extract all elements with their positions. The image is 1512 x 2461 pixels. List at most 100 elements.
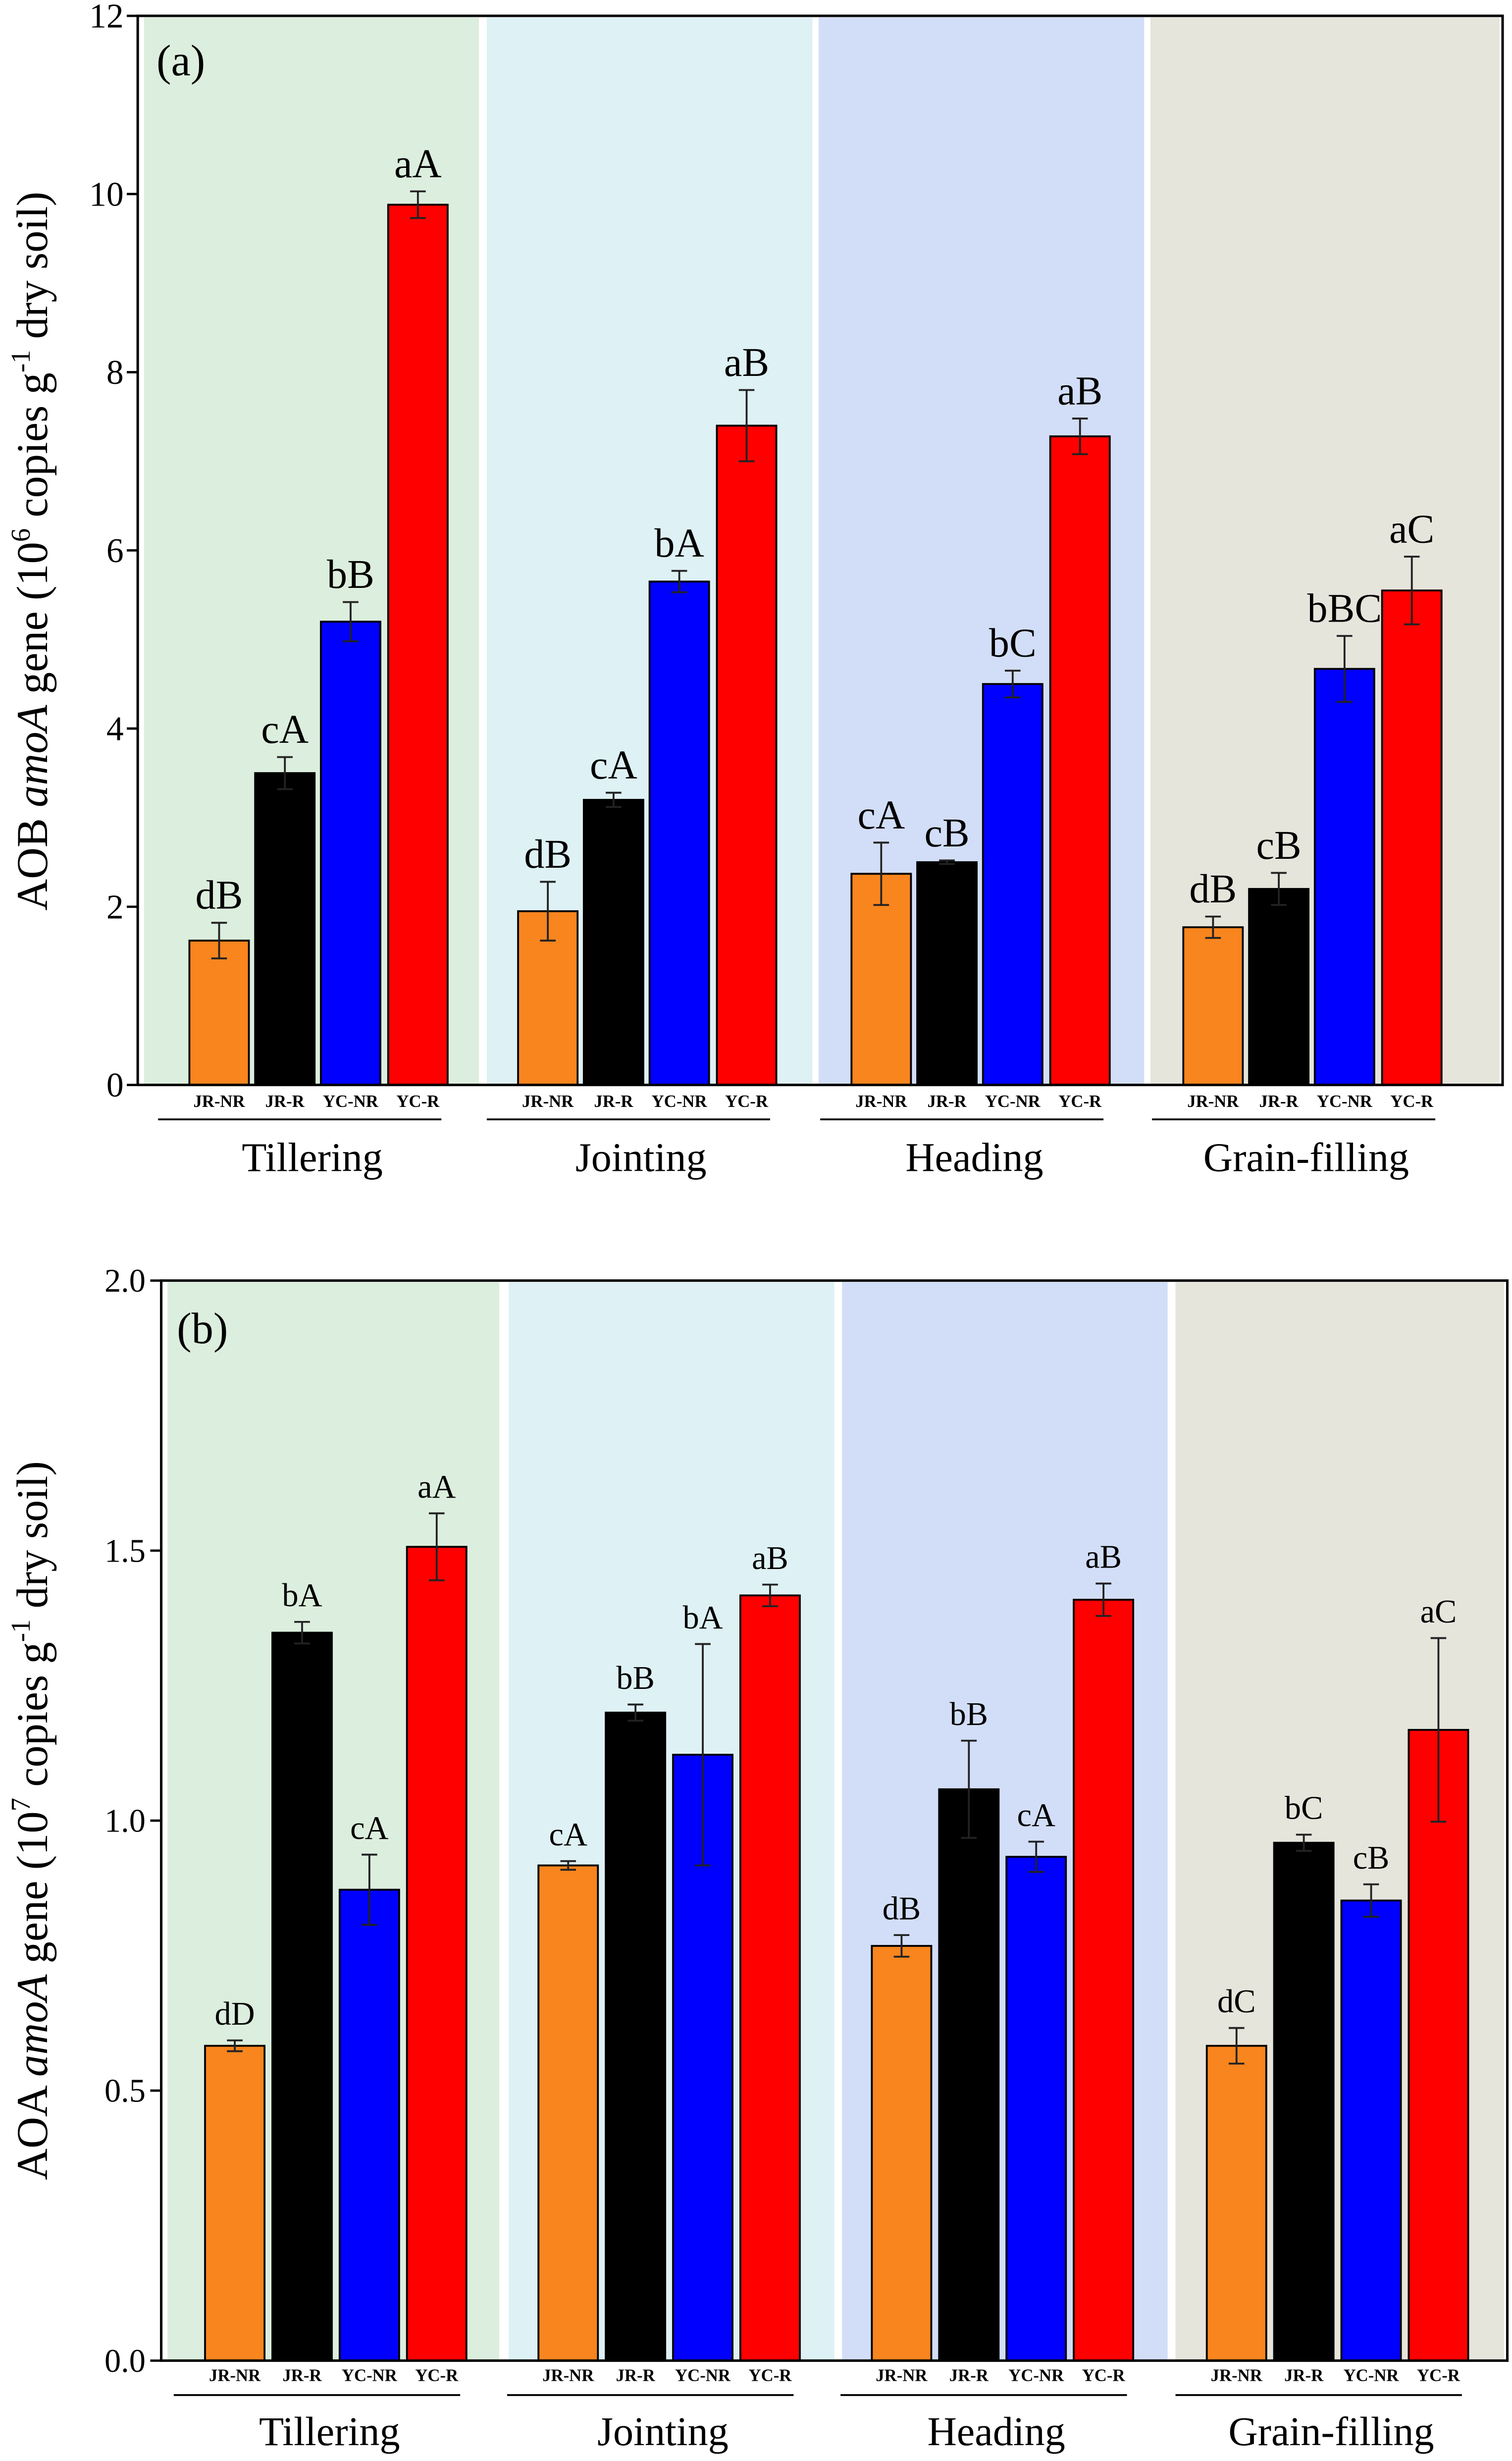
y-axis-title-pre: AOB [8,807,57,911]
bar-jointing-yc-r [716,424,778,1086]
treatment-label-grain-filling-yc-nr: YC-NR [1317,1092,1373,1111]
treatment-label-heading-jr-nr: JR-NR [855,1092,907,1111]
panel-label: (b) [177,1305,228,1353]
significance-label-heading-jr-r: bB [950,1696,988,1732]
y-axis-title-italic: amoA [8,1974,57,2077]
bar-tillering-jr-nr [204,2044,266,2362]
significance-label-heading-jr-r: cB [924,810,969,855]
y-tick-label: 0.5 [104,2073,146,2109]
y-tick-label: 12 [89,0,124,36]
significance-label-jointing-jr-nr: dB [524,832,572,877]
error-bar-heading-yc-nr [1028,1840,1044,1873]
error-bar-heading-yc-r [1072,418,1088,455]
stage-label-tillering: Tillering [259,2409,400,2454]
significance-label-tillering-yc-nr: cA [350,1810,388,1846]
significance-label-tillering-yc-nr: bB [327,552,374,597]
bar-heading-jr-nr [871,1945,933,2362]
y-axis-title-post: dry soil) [8,1461,57,1620]
error-bar-jointing-jr-r [627,1703,643,1722]
treatment-label-heading-yc-nr: YC-NR [985,1092,1041,1111]
treatment-label-grain-filling-jr-nr: JR-NR [1211,2365,1263,2385]
y-axis-title-sup2: -1 [5,1620,36,1642]
bar-tillering-jr-nr [188,940,250,1086]
plot-frame [136,14,1504,1087]
y-tick-label: 0.0 [104,2343,146,2379]
error-bar-tillering-jr-r [277,756,293,790]
panel-label: (a) [156,37,205,85]
significance-label-grain-filling-jr-nr: dC [1217,1984,1255,2020]
error-bar-heading-jr-nr [893,1934,910,1958]
error-bar-grain-filling-yc-r [1404,555,1420,626]
treatment-label-jointing-jr-r: JR-R [616,2365,656,2385]
y-tick-label: 10 [89,175,124,213]
significance-label-grain-filling-jr-nr: dB [1189,866,1237,911]
panel-a: 0 2 4 6 8 10 12 dB JR-NR dB JR-NR cA JR-NR dB JR-NR cA J… [5,0,1504,1180]
treatment-label-jointing-jr-r: JR-R [594,1092,633,1111]
y-axis-title: AOA amoA gene (107 copies g-1 dry soil) [5,1461,57,2180]
error-bar-tillering-jr-r [294,1621,310,1645]
bar-grain-filling-yc-r [1381,589,1443,1086]
y-axis-title-mid2: copies g [8,1642,57,1798]
significance-label-tillering-yc-r: aA [394,141,442,186]
y-tick-label: 1.0 [104,1803,146,1839]
error-bar-jointing-jr-r [606,791,622,808]
bar-jointing-jr-r [605,1712,667,2362]
y-tick-label: 2.0 [104,1263,146,1299]
error-bar-jointing-jr-nr [540,881,556,942]
stage-label-jointing: Jointing [575,1135,707,1180]
significance-label-tillering-jr-r: bA [282,1577,322,1614]
treatment-label-grain-filling-yc-nr: YC-NR [1344,2365,1400,2385]
significance-label-heading-yc-nr: bC [989,621,1037,666]
treatment-label-heading-jr-r: JR-R [949,2365,989,2385]
significance-label-jointing-yc-nr: bA [654,521,704,566]
significance-label-tillering-yc-r: aA [417,1469,456,1505]
y-axis-title-italic: amoA [8,704,57,807]
bar-jointing-jr-nr [537,1864,599,2362]
error-bar-grain-filling-jr-nr [1228,2027,1245,2065]
y-axis-title-pre: AOA [8,2077,57,2180]
error-bar-grain-filling-jr-r [1271,872,1287,906]
error-bar-heading-jr-nr [873,841,889,906]
significance-label-tillering-jr-nr: dB [196,873,243,918]
error-bar-tillering-yc-nr [343,601,359,642]
error-bar-heading-jr-r [961,1739,977,1839]
error-bar-jointing-yc-nr [695,1643,711,1867]
y-tick-label: 2 [106,888,124,926]
bar-heading-jr-r [938,1788,1000,2362]
significance-label-jointing-jr-nr: cA [549,1817,587,1853]
significance-label-jointing-jr-r: bB [616,1660,654,1696]
significance-label-heading-yc-r: aB [1085,1539,1122,1575]
treatment-label-heading-yc-r: YC-R [1058,1092,1102,1111]
significance-label-jointing-yc-r: aB [724,340,769,385]
error-bar-grain-filling-yc-nr [1337,635,1353,703]
bar-heading-jr-r [916,861,978,1086]
significance-label-tillering-jr-r: cA [261,707,309,752]
bar-jointing-jr-r [582,799,644,1086]
treatment-label-jointing-yc-r: YC-R [725,1092,769,1111]
significance-label-grain-filling-yc-nr: bBC [1307,586,1382,631]
bar-tillering-yc-r [387,204,449,1086]
error-bar-grain-filling-jr-nr [1205,915,1221,939]
treatment-label-heading-jr-r: JR-R [928,1092,967,1111]
y-tick-label: 6 [106,532,124,570]
significance-label-heading-yc-r: aB [1057,368,1102,414]
treatment-label-tillering-yc-r: YC-R [415,2365,459,2385]
significance-label-grain-filling-yc-r: aC [1389,506,1434,551]
error-bar-tillering-yc-r [410,190,426,219]
stage-label-tillering: Tillering [242,1135,383,1180]
treatment-label-grain-filling-jr-r: JR-R [1284,2365,1324,2385]
bar-grain-filling-jr-r [1273,1841,1335,2362]
stage-label-jointing: Jointing [597,2409,729,2454]
treatment-label-jointing-jr-nr: JR-NR [522,1092,574,1111]
error-bar-jointing-yc-r [738,389,755,463]
bar-grain-filling-yc-nr [1340,1899,1402,2362]
y-axis-title-sup2: -1 [5,350,36,372]
treatment-label-tillering-yc-r: YC-R [396,1092,440,1111]
bar-grain-filling-jr-nr [1205,2044,1267,2362]
treatment-label-tillering-jr-nr: JR-NR [193,1092,245,1111]
error-bar-heading-jr-r [939,859,955,865]
error-bar-heading-yc-r [1095,1582,1111,1617]
y-axis-title-sup1: 7 [5,1798,36,1811]
bar-heading-yc-nr [1005,1856,1067,2362]
